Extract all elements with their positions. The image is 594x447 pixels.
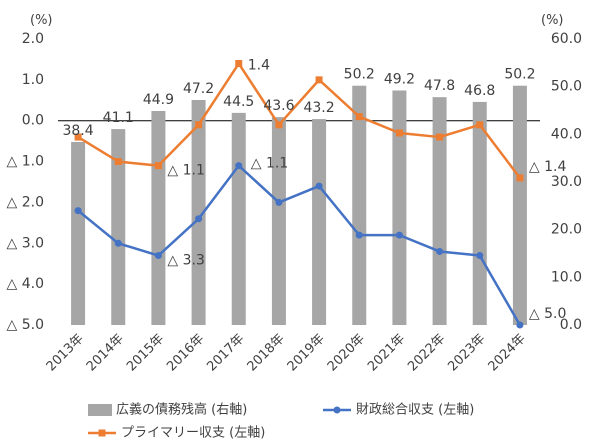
legend-primary-marker xyxy=(98,429,106,437)
x-tick-label: 2018年 xyxy=(245,331,288,374)
debt-bar-label-2015年: 44.9 xyxy=(143,92,174,108)
debt-bar-label-2013年: 38.4 xyxy=(62,123,93,139)
debt-bar-2015年 xyxy=(151,110,166,325)
debt-bar-label-2022年: 47.8 xyxy=(424,78,455,94)
fiscal-balance-point-2015年-label: △ 3.3 xyxy=(167,253,204,269)
left-axis-ticks: 2.0 1.0 0.0 △ 1.0 △ 2.0 △ 3.0 △ 4.0 △ 5.0 xyxy=(7,31,44,333)
right-axis-unit: (%) xyxy=(541,13,564,28)
left-tick-label: 1.0 xyxy=(22,72,44,88)
right-tick-label: 30.0 xyxy=(551,174,582,190)
fiscal-balance-point-2024年 xyxy=(516,321,524,329)
left-tick-label: 2.0 xyxy=(22,31,44,47)
debt-bars xyxy=(71,85,527,325)
primary-balance-point-2013年 xyxy=(74,133,82,141)
fiscal-balance-point-2016年 xyxy=(195,215,203,223)
fiscal-balance-point-label-2017年: △ 1.1 xyxy=(251,156,288,172)
primary-balance-point-2016年 xyxy=(195,121,203,129)
debt-bar-label-2017年: 44.5 xyxy=(223,94,254,110)
primary-balance-point-2019年 xyxy=(315,76,323,84)
legend-bar-swatch xyxy=(88,404,112,416)
x-tick-label: 2014年 xyxy=(84,331,127,374)
primary-balance-point-2021年 xyxy=(395,129,403,137)
primary-balance-line xyxy=(77,62,521,179)
debt-bar-2023年 xyxy=(472,101,487,325)
x-tick-label: 2015年 xyxy=(124,331,167,374)
fiscal-balance-point-2017年 xyxy=(235,162,243,170)
left-tick-label: △ 4.0 xyxy=(7,276,44,292)
left-tick-label: 0.0 xyxy=(22,113,44,129)
debt-bar-label-2018年: 43.6 xyxy=(263,98,294,114)
debt-bar-2017年 xyxy=(231,112,246,325)
fiscal-balance-point-2020年 xyxy=(355,231,363,239)
legend-fiscal-marker xyxy=(333,406,341,414)
primary-balance-point-2020年 xyxy=(355,113,363,121)
legend-bar-label: 広義の債務残高 (右軸) xyxy=(116,402,247,418)
fiscal-balance-point-2014年 xyxy=(114,239,122,247)
x-tick-label: 2017年 xyxy=(204,331,247,374)
fiscal-balance-point-2019年 xyxy=(315,182,323,190)
debt-bar-label-2023年: 46.8 xyxy=(464,83,495,99)
debt-bar-2018年 xyxy=(271,117,286,325)
debt-bar-label-2014年: 41.1 xyxy=(103,110,134,126)
right-tick-label: 0.0 xyxy=(560,317,582,333)
right-tick-label: 40.0 xyxy=(551,126,582,142)
fiscal-balance-line xyxy=(77,164,521,326)
left-tick-label: △ 5.0 xyxy=(7,317,44,333)
x-tick-label: 2016年 xyxy=(164,331,207,374)
primary-balance-point-2017年-label: 1.4 xyxy=(248,58,270,74)
debt-bar-label-2021年: 49.2 xyxy=(384,71,415,87)
x-tick-label: 2013年 xyxy=(44,331,87,374)
fiscal-balance-point-2023年 xyxy=(476,252,484,260)
legend-primary-label: プライマリー収支 (左軸) xyxy=(121,426,265,441)
debt-bar-2020年 xyxy=(352,85,367,325)
x-tick-label: 2020年 xyxy=(325,331,368,374)
fiscal-balance-point-2022年 xyxy=(436,247,444,255)
right-axis-ticks: 60.0 50.0 40.0 30.0 20.0 10.0 0.0 xyxy=(551,31,582,333)
primary-balance-point-2024年 xyxy=(516,174,524,182)
debt-bar-label-2024年: 50.2 xyxy=(504,67,535,83)
primary-balance-point-2017年 xyxy=(235,60,243,68)
right-tick-label: 10.0 xyxy=(551,269,582,285)
x-tick-label: 2024年 xyxy=(486,331,529,374)
debt-bar-2019年 xyxy=(312,119,327,325)
x-tick-label: 2019年 xyxy=(285,331,328,374)
debt-bar-2013年 xyxy=(71,141,86,325)
primary-balance-point-2024年-label: △ 1.4 xyxy=(529,159,567,175)
debt-bar-2024年 xyxy=(512,85,527,325)
x-tick-label: 2023年 xyxy=(445,331,488,374)
debt-bar-2021年 xyxy=(392,90,407,325)
primary-balance-point-2022年 xyxy=(436,133,444,141)
fiscal-balance-point-2021年 xyxy=(395,231,403,239)
left-axis-unit: (%) xyxy=(30,13,53,28)
right-tick-label: 20.0 xyxy=(551,222,582,238)
x-tick-label: 2022年 xyxy=(405,331,448,374)
debt-bar-2014年 xyxy=(111,129,126,325)
left-tick-label: △ 1.0 xyxy=(7,154,44,170)
x-tick-label: 2021年 xyxy=(365,331,408,374)
debt-bar-2016年 xyxy=(191,100,206,325)
fiscal-balance-point-2018年 xyxy=(275,198,283,206)
left-tick-label: △ 2.0 xyxy=(7,194,44,210)
debt-bar-label-2020年: 50.2 xyxy=(344,67,375,83)
right-tick-label: 50.0 xyxy=(551,79,582,95)
legend: 広義の債務残高 (右軸) 財政総合収支 (左軸) プライマリー収支 (左軸) xyxy=(88,402,474,441)
primary-balance-point-2014年 xyxy=(114,158,122,166)
fiscal-balance-point-2024年-label: △ 5.0 xyxy=(529,306,566,322)
debt-bar-2022年 xyxy=(432,97,447,325)
balance-lines xyxy=(74,60,524,329)
debt-bar-label-2016年: 47.2 xyxy=(183,81,214,97)
left-tick-label: △ 3.0 xyxy=(7,235,44,251)
data-labels: 38.4 41.1 44.9 47.2 44.5 43.6 43.2 50.2 49.2 47.8… xyxy=(62,58,566,322)
primary-balance-point-2023年 xyxy=(476,121,484,129)
fiscal-balance-point-2015年 xyxy=(154,252,162,260)
legend-fiscal-label: 財政総合収支 (左軸) xyxy=(356,403,474,418)
x-axis-ticks: 2013年2014年2015年2016年2017年2018年2019年2020年… xyxy=(44,331,529,374)
primary-balance-point-2018年 xyxy=(275,121,283,129)
primary-balance-point-2015年-label: △ 1.1 xyxy=(167,163,204,179)
debt-bar-label-2019年: 43.2 xyxy=(303,100,334,116)
fiscal-balance-point-2013年 xyxy=(74,207,82,215)
primary-balance-point-2015年 xyxy=(154,162,162,170)
right-tick-label: 60.0 xyxy=(551,31,582,47)
